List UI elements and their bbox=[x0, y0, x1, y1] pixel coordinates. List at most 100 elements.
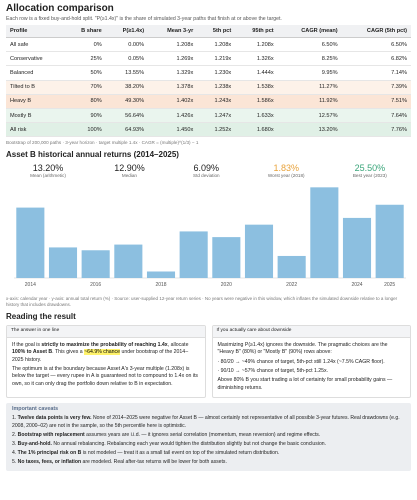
x-tick-label: 2020 bbox=[221, 282, 232, 288]
table-row: All risk 100% 64.93% 1.450x 1.252x 1.680x 13.2… bbox=[6, 122, 411, 138]
table-cell: 80% bbox=[64, 94, 106, 109]
column-header: P(≥1.4x) bbox=[105, 25, 149, 38]
stat: 13.20% Mean (arithmetic) bbox=[30, 163, 66, 178]
footnote: Bootstrap of 200,000 paths · 3-year hori… bbox=[6, 140, 199, 146]
bar bbox=[310, 187, 339, 279]
list-item: · 80/20 → ~49% chance of target, 5th-pct… bbox=[217, 358, 385, 365]
table-cell: 7.14% bbox=[341, 65, 411, 81]
text: under bootstrap of the 2014–2025 history… bbox=[12, 349, 189, 363]
caption: x-axis: calendar year · y-axis: annual t… bbox=[6, 296, 398, 308]
text: strictly to maximize the probability of … bbox=[41, 342, 168, 349]
stat-value: 25.50% bbox=[354, 163, 386, 174]
table-row: Mostly B 90% 56.64% 1.426x 1.247x 1.633x 12.57… bbox=[6, 108, 411, 124]
x-tick-label: 2022 bbox=[286, 282, 297, 288]
caveat-number: 1. bbox=[12, 415, 17, 422]
caveat: 2. Bootstrap with replacement assumes ye… bbox=[12, 432, 405, 439]
highlight: ~64.9% chance bbox=[84, 349, 121, 356]
text: 100% to Asset B bbox=[12, 349, 53, 356]
table-cell: 1.326x bbox=[235, 51, 278, 67]
caveat-number: 2. bbox=[12, 431, 17, 438]
table-cell: 7.64% bbox=[341, 108, 411, 124]
table-cell: Balanced bbox=[6, 65, 65, 81]
table-cell: 0% bbox=[64, 37, 106, 53]
header-row: Profile B share P(≥1.4x) Mean 3-yr 5th pct 95… bbox=[6, 25, 411, 38]
bar bbox=[342, 218, 372, 279]
caveat-lead: The 1% principal risk on B bbox=[17, 449, 82, 456]
paragraph: Above 80% B you start trading a lot of c… bbox=[217, 377, 393, 391]
caveat: 3. Buy-and-hold. No annual rebalancing. … bbox=[12, 441, 405, 448]
text: , allocate bbox=[167, 342, 189, 349]
stat: 12.90% Median bbox=[114, 163, 145, 178]
stat-value: 13.20% bbox=[32, 163, 64, 174]
table-cell: 1.269x bbox=[148, 51, 198, 67]
chart: 2014 2016 2018 2020 2022 2024 2025 bbox=[14, 187, 406, 288]
table-cell: 38.20% bbox=[105, 80, 149, 95]
stat-label: Median bbox=[121, 173, 137, 179]
column-header: Profile bbox=[6, 25, 65, 38]
stat-value: 1.83% bbox=[273, 163, 299, 174]
table-cell: 13.20% bbox=[277, 122, 342, 138]
x-tick-label: 2014 bbox=[25, 282, 36, 288]
x-tick-label: 2025 bbox=[384, 282, 395, 288]
table-cell: Mostly B bbox=[6, 108, 65, 124]
table-cell: 7.39% bbox=[341, 80, 411, 95]
table-cell: 7.51% bbox=[341, 94, 411, 109]
bar bbox=[179, 231, 208, 279]
table-cell: 1.680x bbox=[235, 122, 278, 138]
caveat-lead: Buy-and-hold. bbox=[17, 440, 52, 447]
caveat-number: 5. bbox=[12, 459, 17, 466]
card-header: If you actually care about downside bbox=[212, 326, 410, 339]
table-cell: 1.238x bbox=[197, 80, 236, 95]
stats: 13.20% Mean (arithmetic) 12.90% Median 6.09%… bbox=[6, 163, 411, 178]
table-cell: 9.95% bbox=[277, 65, 342, 81]
table-cell: All safe bbox=[6, 37, 65, 53]
column-header: Mean 3-yr bbox=[148, 25, 198, 38]
table-cell: 1.230x bbox=[197, 65, 236, 81]
column-header: 5th pct bbox=[197, 25, 236, 38]
caveat-lead: Twelve data points is very few. bbox=[17, 415, 92, 422]
table-cell: 90% bbox=[64, 108, 106, 124]
paragraph: Maximizing P(≥1.4x) ignores the downside… bbox=[217, 342, 388, 356]
table-cell: 56.64% bbox=[105, 108, 149, 124]
table-cell: 7.76% bbox=[341, 122, 411, 138]
bar bbox=[48, 247, 78, 279]
table-cell: 70% bbox=[64, 80, 106, 95]
table-cell: 0.05% bbox=[105, 51, 149, 67]
section-title: Asset B historical annual returns (2014–… bbox=[6, 150, 179, 160]
bar bbox=[212, 237, 241, 279]
caveat-text: is not modeled — treat it as a small tai… bbox=[81, 449, 280, 456]
caveat-lead: No taxes, fees, or inflation bbox=[17, 459, 82, 466]
column-header: B share bbox=[64, 25, 106, 38]
table-cell: 1.378x bbox=[148, 80, 198, 95]
caveat: 4. The 1% principal risk on B is not mod… bbox=[12, 450, 405, 457]
bar bbox=[114, 244, 143, 279]
table-cell: 100% bbox=[64, 122, 106, 138]
card: If you actually care about downside Maxi… bbox=[211, 325, 411, 398]
bar bbox=[16, 207, 45, 279]
table-cell: 1.252x bbox=[197, 122, 236, 138]
x-tick-label: 2024 bbox=[351, 282, 362, 288]
cards: The answer in one line If the goal is st… bbox=[6, 325, 411, 398]
paragraph: If the goal is strictly to maximize the … bbox=[12, 342, 200, 364]
card-header: The answer in one line bbox=[7, 326, 205, 339]
table-cell: 1.247x bbox=[197, 108, 236, 124]
table-cell: 13.55% bbox=[105, 65, 149, 81]
table-cell: 12.57% bbox=[277, 108, 342, 124]
caveat-lead: Bootstrap with replacement bbox=[17, 431, 85, 438]
table-row: Tilted to B 70% 38.20% 1.378x 1.238x 1.538x 11… bbox=[6, 80, 411, 95]
caveat-number: 3. bbox=[12, 440, 17, 447]
table-row: All safe 0% 0.00% 1.208x 1.208x 1.208x 6.50% 6.… bbox=[6, 37, 411, 53]
table-cell: 11.92% bbox=[277, 94, 342, 109]
table-row: Conservative 25% 0.05% 1.269x 1.219x 1.326x 8.… bbox=[6, 51, 411, 67]
subtitle: Each row is a fixed buy-and-hold split. … bbox=[6, 16, 282, 22]
text: . This gives a bbox=[52, 349, 85, 356]
bar bbox=[375, 205, 404, 279]
table-cell: 1.402x bbox=[148, 94, 198, 109]
caveat-text: are modeled. Real after-tax returns will… bbox=[81, 459, 227, 466]
card: The answer in one line If the goal is st… bbox=[6, 325, 206, 398]
table-cell: 11.27% bbox=[277, 80, 342, 95]
text: If the goal is bbox=[12, 342, 42, 349]
caveat-text: assumes years are i.i.d. — it ignores se… bbox=[84, 431, 321, 438]
paragraph: The optimum is at the boundary because A… bbox=[12, 365, 199, 387]
table-cell: 25% bbox=[64, 51, 106, 67]
